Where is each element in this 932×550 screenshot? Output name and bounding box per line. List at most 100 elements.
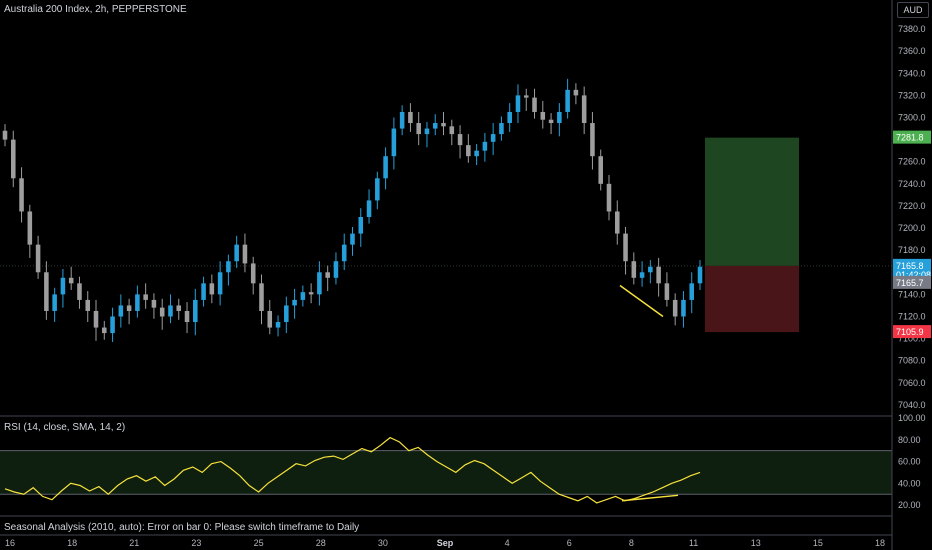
candle-body <box>126 305 132 311</box>
rsi-tick-label: 100.00 <box>898 413 926 423</box>
time-tick-label: 18 <box>875 538 885 548</box>
candle-body <box>482 141 488 151</box>
candle-body <box>697 266 703 284</box>
candle-body <box>681 299 686 317</box>
candle-body <box>664 283 670 300</box>
time-tick-label: 23 <box>191 538 201 548</box>
time-tick-label: 13 <box>751 538 761 548</box>
candle-body <box>317 272 322 295</box>
candle-body <box>606 183 612 212</box>
time-tick-label: 30 <box>378 538 388 548</box>
time-tick-label: 28 <box>316 538 326 548</box>
stop-price-label-bg <box>893 325 931 339</box>
price-tick-label: 7300.0 <box>898 113 926 123</box>
candle-body <box>284 305 289 323</box>
candle-body <box>176 305 182 311</box>
candle-body <box>19 178 24 212</box>
candle-body <box>85 299 91 311</box>
candle-body <box>565 89 570 112</box>
candle-body <box>648 266 653 273</box>
price-tick-label: 7120.0 <box>898 312 926 322</box>
rsi-trendline <box>621 494 679 502</box>
candle-body <box>68 277 74 284</box>
candle-body <box>77 283 82 300</box>
candle-body <box>267 310 273 328</box>
candle-body <box>383 156 388 179</box>
time-tick-label: 21 <box>129 538 139 548</box>
price-tick-label: 7320.0 <box>898 90 926 100</box>
candle-body <box>234 244 239 262</box>
candle-body <box>432 123 438 129</box>
candle-body <box>540 111 546 120</box>
current-price-label-bg <box>893 258 931 279</box>
seasonal-analysis-message: Seasonal Analysis (2010, auto): Error on… <box>4 522 360 533</box>
candle-body <box>532 97 537 112</box>
candle-body <box>441 123 446 127</box>
candle-body <box>399 111 405 129</box>
candle-body <box>631 261 637 278</box>
time-tick-label: 8 <box>629 538 634 548</box>
rsi-tick-label: 40.00 <box>898 478 921 488</box>
rsi-band <box>0 450 892 495</box>
candle-body <box>151 299 157 308</box>
candle-body <box>523 95 529 98</box>
candle-body <box>457 134 463 146</box>
candle-body <box>27 211 33 245</box>
stop-price-label: 7105.9 <box>896 327 924 337</box>
candle-body <box>573 89 579 96</box>
candle-body <box>2 130 8 140</box>
candle-body <box>308 292 314 295</box>
candle-body <box>184 310 190 323</box>
candle-body <box>507 111 512 124</box>
time-tick-label: Sep <box>437 538 454 548</box>
candle-body <box>333 261 339 278</box>
prev-price-label: 7165.7 <box>896 278 924 288</box>
rsi-title: RSI (14, close, SMA, 14, 2) <box>4 422 126 433</box>
time-tick-label: 4 <box>505 538 510 548</box>
candle-body <box>102 327 107 334</box>
rsi-pane <box>0 436 892 504</box>
trendline <box>619 284 664 318</box>
candle-body <box>168 305 173 317</box>
price-tick-label: 7360.0 <box>898 46 926 56</box>
candle-body <box>639 272 645 278</box>
candles <box>2 78 703 342</box>
currency-selector[interactable]: AUD <box>897 2 929 18</box>
candle-body <box>118 305 124 317</box>
rsi-tick-label: 20.00 <box>898 500 921 510</box>
price-tick-label: 7340.0 <box>898 68 926 78</box>
candle-body <box>35 244 41 273</box>
candle-body <box>93 310 99 328</box>
candle-body <box>466 145 471 157</box>
candle-body <box>159 307 165 317</box>
price-tick-label: 7040.0 <box>898 400 926 410</box>
candle-body <box>259 283 264 311</box>
candle-body <box>325 272 330 278</box>
candle-body <box>209 283 215 295</box>
candle-body <box>193 299 198 323</box>
candle-body <box>490 134 496 142</box>
time-tick-label: 11 <box>689 538 698 548</box>
price-tick-label: 7200.0 <box>898 223 926 233</box>
candle-body <box>250 263 256 284</box>
candle-body <box>590 123 595 157</box>
time-tick-label: 15 <box>813 538 823 548</box>
price-tick-label: 7380.0 <box>898 24 926 34</box>
current-price-label: 7165.8 <box>896 261 924 271</box>
target-zone <box>705 137 799 266</box>
trendline-main <box>619 284 664 318</box>
candle-body <box>416 123 421 135</box>
candle-body <box>341 244 347 262</box>
rsi-tick-label: 80.00 <box>898 435 921 445</box>
chart-title: Australia 200 Index, 2h, PEPPERSTONE <box>4 4 187 15</box>
price-tick-label: 7140.0 <box>898 289 926 299</box>
candle-body <box>515 95 521 112</box>
time-tick-label: 6 <box>567 538 572 548</box>
price-tick-label: 7080.0 <box>898 356 926 366</box>
target-price-label: 7281.8 <box>896 133 924 143</box>
candle-body <box>292 299 297 306</box>
candle-body <box>581 95 587 124</box>
position-box <box>705 137 799 333</box>
rsi-tick-label: 60.00 <box>898 457 921 467</box>
